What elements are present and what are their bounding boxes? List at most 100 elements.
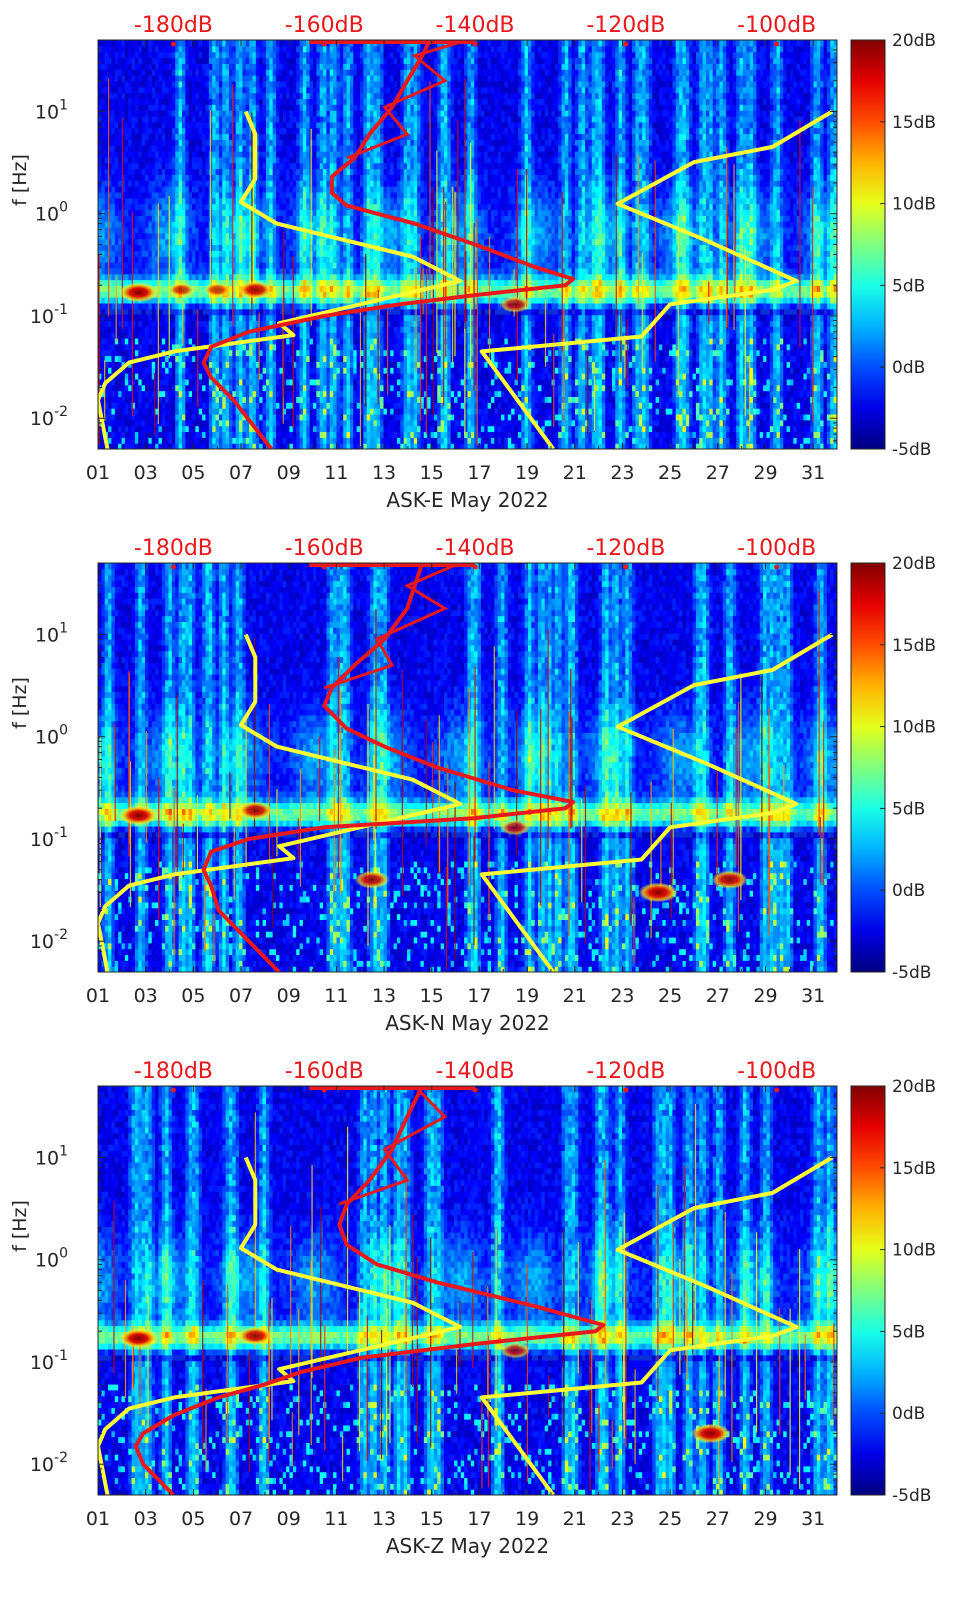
spectrogram-cell — [134, 267, 139, 275]
spectrogram-cell — [222, 69, 227, 76]
spectrogram-cell — [215, 326, 220, 333]
spectrogram-cell — [188, 273, 193, 281]
spectrogram-cell — [269, 267, 274, 275]
spectrogram-cell — [175, 127, 180, 135]
spectrogram-cell — [161, 40, 166, 47]
spectrogram-cell — [232, 115, 237, 123]
spectrogram-cell — [108, 104, 113, 111]
spectrogram-cell — [158, 75, 163, 82]
spectrogram-cell — [134, 133, 139, 140]
spectrogram-cell — [104, 332, 109, 339]
spectrogram-cell — [98, 425, 102, 433]
spectrogram-cell — [171, 262, 176, 269]
spectrogram-cell — [299, 98, 304, 105]
spectrogram-cell — [269, 104, 274, 111]
spectrogram-cell — [168, 337, 173, 345]
spectrogram-cell — [195, 139, 200, 146]
spectrogram-cell — [299, 297, 304, 304]
spectrogram-cell — [326, 378, 331, 386]
spectrogram-cell — [158, 121, 163, 129]
spectrogram-cell — [212, 396, 217, 403]
spectrogram-cell — [289, 110, 294, 117]
spectrogram-cell — [245, 156, 250, 164]
spectrogram-cell — [168, 51, 173, 59]
spectrogram-cell — [225, 378, 230, 386]
spectrogram-cell — [286, 191, 291, 199]
spectrogram-cell — [198, 291, 203, 298]
spectrogram-cell — [118, 133, 123, 140]
spectrogram-cell — [262, 355, 267, 362]
spectrogram-cell — [329, 145, 334, 152]
spectrogram-cell — [302, 221, 307, 228]
spectrogram-cell — [161, 203, 166, 211]
spectrogram-cell — [148, 408, 153, 415]
spectrogram-cell — [252, 320, 257, 327]
spectrogram-cell — [319, 291, 324, 298]
spectrogram-cell — [262, 98, 267, 105]
spectrogram-cell — [309, 425, 314, 433]
spectrogram-cell — [171, 75, 176, 82]
spectrogram-cell — [155, 256, 160, 263]
spectrogram-cell — [242, 145, 247, 152]
spectrogram-cell — [323, 145, 328, 152]
spectrogram-cell — [255, 367, 260, 374]
spectrogram-cell — [165, 244, 170, 251]
spectrogram-cell — [161, 314, 166, 322]
spectrogram-cell — [111, 57, 116, 64]
spectrogram-cell — [235, 273, 240, 281]
spectrogram-cell — [215, 413, 220, 421]
spectrogram-cell — [108, 431, 113, 438]
spectrogram-cell — [158, 203, 163, 211]
spectrogram-cell — [249, 69, 254, 76]
spectrogram-cell — [134, 209, 139, 216]
spectrogram-cell — [235, 314, 240, 322]
spectrogram-cell — [215, 297, 220, 304]
spectrogram-cell — [158, 162, 163, 170]
spectrogram-cell — [195, 180, 200, 187]
spectrogram-cell — [289, 349, 294, 357]
spectrogram-cell — [302, 104, 307, 111]
spectrogram-cell — [185, 80, 190, 88]
spectrogram-cell — [178, 57, 183, 64]
spectrogram-cell — [185, 45, 190, 53]
spectrogram-cell — [128, 86, 133, 94]
spectrogram-cell — [259, 256, 264, 263]
spectrogram-cell — [131, 151, 136, 158]
spectrogram-cell — [252, 413, 257, 421]
spectrogram-cell — [181, 75, 186, 82]
spectrogram-cell — [319, 273, 324, 281]
spectrogram-cell — [155, 443, 160, 449]
spectrogram-cell — [299, 191, 304, 199]
spectrogram-cell — [128, 413, 133, 421]
spectrogram-cell — [323, 390, 328, 398]
spectrogram-cell — [239, 361, 244, 368]
spectrogram-cell — [302, 69, 307, 76]
spectrogram-cell — [276, 40, 280, 47]
spectrogram-cell — [104, 80, 109, 88]
spectrogram-cell — [158, 232, 163, 240]
spectrogram-cell — [171, 209, 176, 216]
spectrogram-cell — [319, 337, 324, 345]
spectrogram-cell — [292, 151, 297, 158]
spectrogram-cell — [245, 98, 250, 105]
spectrogram-cell — [208, 390, 213, 398]
spectrogram-cell — [242, 396, 247, 403]
spectrogram-cell — [208, 92, 213, 100]
spectrogram-cell — [302, 250, 307, 257]
spectrogram-cell — [292, 110, 297, 117]
spectrogram-cell — [124, 209, 129, 216]
spectrogram-cell — [151, 238, 156, 246]
spectrogram-cell — [151, 355, 156, 362]
spectrogram-cell — [121, 343, 126, 351]
spectrogram-cell — [229, 314, 233, 322]
spectrogram-cell — [198, 121, 203, 129]
spectrogram-cell — [134, 226, 139, 234]
spectrogram-cell — [245, 390, 250, 398]
spectrogram-cell — [276, 226, 280, 234]
spectrogram-cell — [292, 279, 297, 286]
spectrogram-cell — [319, 226, 324, 234]
spectrogram-cell — [242, 40, 247, 47]
spectrogram-cell — [259, 390, 264, 398]
spectrogram-cell — [195, 145, 200, 152]
spectrogram-cell — [279, 384, 284, 392]
